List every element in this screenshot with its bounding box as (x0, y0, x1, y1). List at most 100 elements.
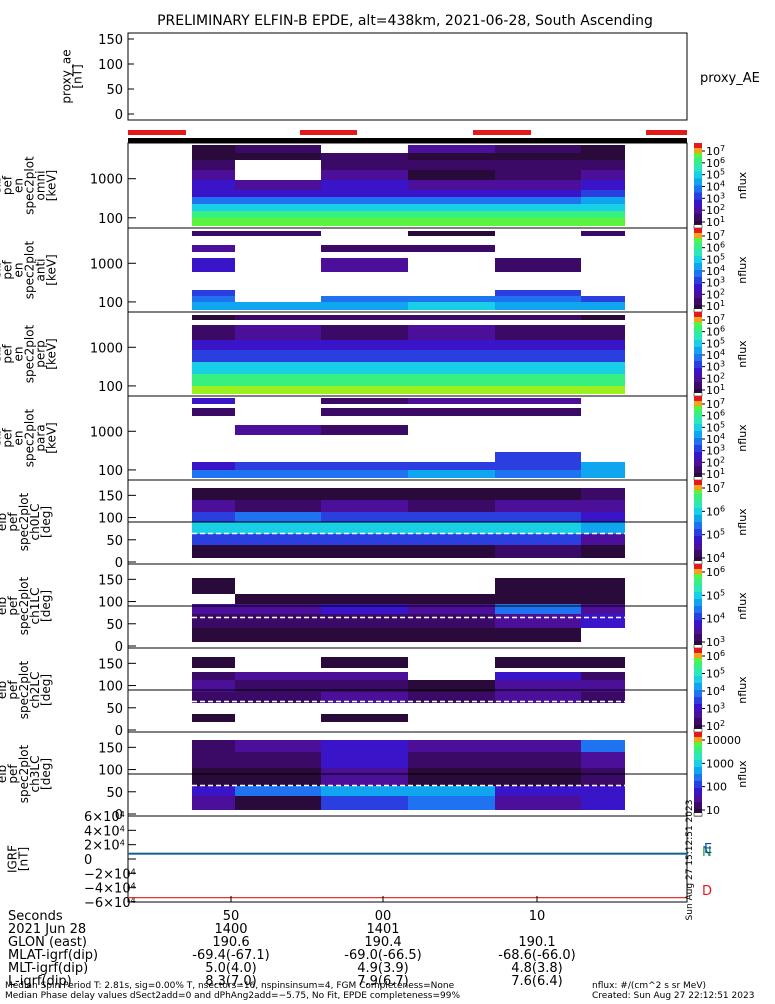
colorbar-tick-label: 106 (706, 504, 725, 518)
colorbar-segment (694, 627, 702, 635)
y-tick-label: 100 (98, 512, 123, 527)
heatmap-cell (235, 325, 321, 340)
colorbar-segment (694, 485, 702, 491)
x-axis-row-value: 7.9(6.7) (357, 974, 409, 989)
colorbar-tick-label: 105 (706, 168, 725, 182)
y-axis-label-line: ch3LC (28, 756, 42, 793)
colorbar-label-text: nflux (736, 424, 749, 452)
colorbar-label: nflux (736, 676, 749, 704)
heatmap-cell (581, 350, 625, 362)
y-axis-label-line: [deg] (39, 758, 53, 790)
heatmap-cell (495, 614, 581, 628)
colorbar-segment (694, 585, 702, 593)
heatmap-cell (321, 522, 408, 534)
heatmap-cell (495, 170, 581, 180)
heatmap-cell (235, 545, 321, 558)
heatmap-cell (408, 386, 495, 394)
heatmap-cell (408, 218, 495, 226)
y-axis-label-line: pef (6, 764, 20, 784)
heatmap-cell (235, 231, 321, 236)
y-axis-label-line: ch0LC (28, 504, 42, 541)
y-tick-label: 2×104 (84, 839, 125, 854)
colorbar-segment (694, 620, 702, 628)
y-axis-label-line: proxy_ae (60, 49, 74, 103)
heatmap-cell (408, 786, 495, 796)
heatmap-cell (235, 362, 321, 374)
heatmap-cell (495, 362, 581, 374)
heatmap-cell (235, 768, 321, 786)
colorbar-segment (694, 431, 702, 439)
heatmap-cell (192, 374, 235, 386)
heatmap-cell (581, 614, 625, 628)
colorbar-segment (694, 319, 702, 327)
colorbar-tick-label: 102 (706, 719, 725, 733)
colorbar-segment (694, 256, 702, 264)
heatmap-cell (321, 362, 408, 374)
y-axis-label-line: spec2plot (17, 660, 31, 719)
heatmap-cell (581, 302, 625, 310)
colorbar-segment (694, 171, 702, 179)
heatmap-cell (192, 231, 235, 236)
y-axis-label-line: [keV] (45, 254, 59, 285)
heatmap-cell (581, 170, 625, 180)
heatmap-cell (495, 470, 581, 478)
colorbar-segment (694, 536, 702, 544)
heatmap-cell (581, 692, 625, 703)
heatmap-cell (495, 604, 581, 614)
heatmap-cell (581, 522, 625, 534)
heatmap-cell (321, 500, 408, 512)
y-axis-label-line: spec2plot (23, 408, 37, 467)
y-axis-label-line: en (12, 431, 26, 446)
heatmap-cell (321, 204, 408, 211)
colorbar-segment (694, 732, 702, 738)
colorbar-segment (694, 438, 702, 446)
heatmap-cell (495, 680, 581, 692)
colorbar-segment (693, 560, 703, 565)
colorbar-tick-label: 107 (706, 229, 725, 243)
heatmap-cell (192, 614, 235, 628)
heatmap-cell (321, 386, 408, 394)
heatmap-cell (495, 340, 581, 350)
heatmap-cell (321, 796, 408, 810)
heatmap-cell (408, 534, 495, 545)
colorbar-label-text: nflux (736, 676, 749, 704)
colorbar-tick-label: 103 (706, 635, 725, 649)
y-axis-label-line: para (34, 424, 48, 451)
heatmap-cell (235, 614, 321, 628)
colorbar-tick-label: 103 (706, 444, 725, 458)
y-tick-label: 50 (106, 786, 123, 801)
x-axis-row-value: 190.6 (212, 935, 249, 950)
colorbar-tick-label: 104 (706, 348, 725, 362)
y-tick-label: 100 (98, 380, 123, 395)
y-tick-label: 100 (98, 58, 123, 73)
heatmap-cell (321, 692, 408, 703)
heatmap-cell (192, 534, 235, 545)
colorbar-tick-label: 102 (706, 287, 725, 301)
heatmap-cell (495, 218, 581, 226)
y-axis-label-line: elb (0, 597, 9, 615)
heatmap-cell (408, 245, 495, 252)
status-bar-red (128, 130, 186, 135)
heatmap-cell (321, 657, 408, 668)
heatmap-cell (495, 796, 581, 810)
heatmap-cell (581, 218, 625, 226)
colorbar-segment (694, 340, 702, 348)
colorbar-segment (694, 150, 702, 158)
heatmap-cell (192, 768, 235, 786)
colorbar-tick-label: 100 (706, 781, 727, 794)
heatmap-cell (192, 386, 235, 394)
colorbar-segment (694, 648, 702, 654)
y-axis-label-line: [keV] (45, 170, 59, 201)
heatmap-cell (192, 500, 235, 512)
colorbar-segment (694, 718, 702, 726)
heatmap-cell (192, 145, 235, 153)
colorbar-segment (694, 781, 702, 789)
heatmap-cell (321, 425, 408, 435)
y-axis-label-line: elb (0, 429, 4, 447)
heatmap-cell (235, 752, 321, 768)
heatmap-cell (235, 462, 321, 470)
colorbar-segment (694, 655, 702, 663)
y-tick-label: 100 (98, 596, 123, 611)
